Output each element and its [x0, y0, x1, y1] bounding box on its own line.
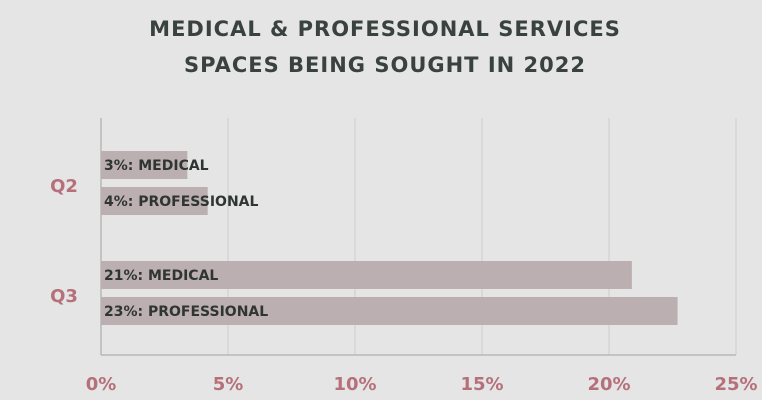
bar	[101, 261, 632, 289]
data-label: 3%: MEDICAL	[104, 158, 209, 174]
x-tick-label: 0%	[86, 374, 117, 395]
data-label: 21%: MEDICAL	[104, 268, 218, 284]
x-tick-label: 15%	[460, 374, 503, 395]
x-tick-label: 20%	[587, 374, 630, 395]
y-tick-label: Q2	[50, 176, 78, 197]
data-label: 23%: PROFESSIONAL	[104, 304, 268, 320]
bar	[101, 151, 188, 179]
x-tick-label: 25%	[714, 374, 757, 395]
bar	[101, 297, 678, 325]
x-tick-label: 10%	[333, 374, 376, 395]
chart-title: SPACES BEING SOUGHT IN 2022	[184, 53, 586, 77]
x-tick-label: 5%	[213, 374, 244, 395]
y-tick-label: Q3	[50, 286, 78, 307]
bar	[101, 187, 208, 215]
chart-title: MEDICAL & PROFESSIONAL SERVICES	[149, 17, 621, 41]
data-label: 4%: PROFESSIONAL	[104, 194, 259, 210]
